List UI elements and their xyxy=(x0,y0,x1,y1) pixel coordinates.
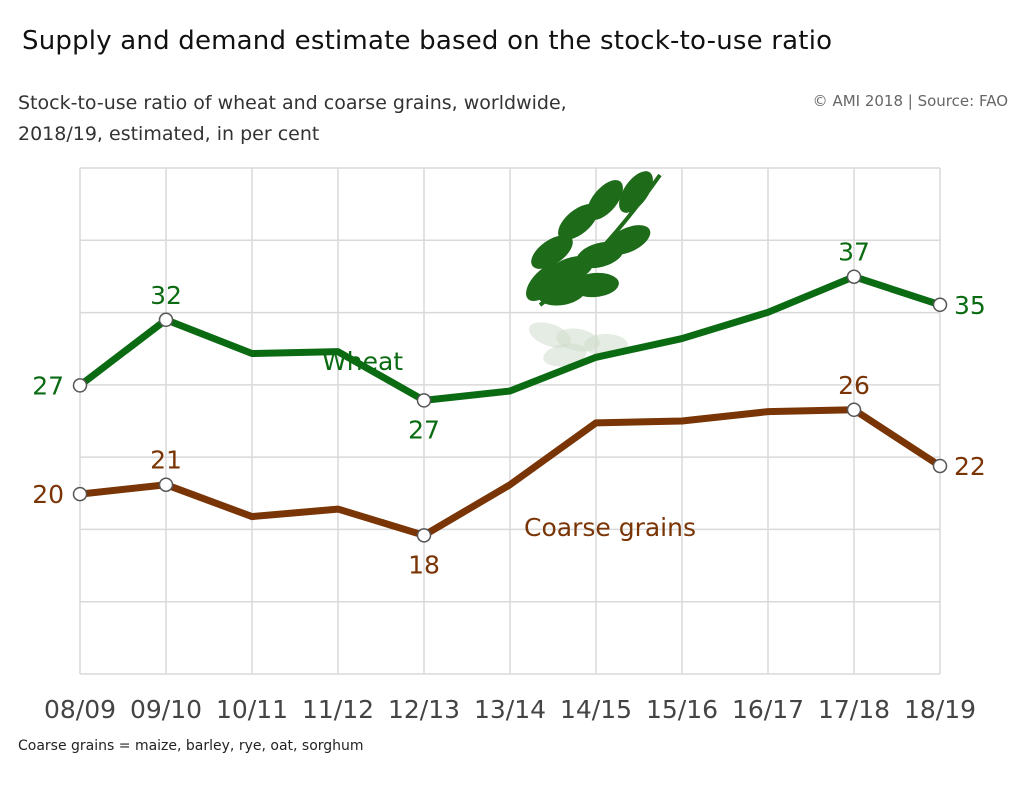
wheat-leaf xyxy=(587,180,623,220)
data-point-marker xyxy=(158,477,174,492)
x-tick-label: 13/14 xyxy=(474,695,546,724)
data-label: 20 xyxy=(32,480,64,509)
chart-series: 27 32 27 37 35 20 21 18 26 22 Wheat Coarse grains xyxy=(32,238,986,580)
series-label-coarse-grains: Coarse grains xyxy=(524,513,696,542)
wheat-stem xyxy=(538,173,662,307)
data-point-marker xyxy=(846,402,862,418)
wheat-reflection xyxy=(543,343,587,367)
data-point-marker xyxy=(158,312,174,328)
data-label: 27 xyxy=(408,415,440,444)
data-point-marker xyxy=(932,297,948,313)
chart-grid xyxy=(79,167,941,675)
footnote: Coarse grains = maize, barley, rye, oat,… xyxy=(18,738,364,754)
chart-title: Supply and demand estimate based on the … xyxy=(22,26,833,56)
x-tick-label: 16/17 xyxy=(732,695,804,724)
x-tick-label: 12/13 xyxy=(388,695,460,724)
x-tick-label: 08/09 xyxy=(44,695,116,724)
data-point-marker xyxy=(72,486,88,502)
subtitle-line-2: 2018/19, estimated, in per cent xyxy=(18,123,320,145)
x-tick-label: 15/16 xyxy=(646,695,718,724)
x-tick-label: 14/15 xyxy=(560,695,632,724)
data-point-marker xyxy=(416,393,432,408)
coarse-grains-line xyxy=(76,406,944,539)
data-label: 21 xyxy=(150,446,182,475)
data-label: 18 xyxy=(408,550,440,579)
series-label-wheat: Wheat xyxy=(322,347,403,376)
x-tick-label: 09/10 xyxy=(130,695,202,724)
data-point-marker xyxy=(846,269,862,284)
subtitle-line-1: Stock-to-use ratio of wheat and coarse g… xyxy=(18,92,567,114)
x-tick-label: 18/19 xyxy=(904,695,976,724)
x-tick-label: 11/12 xyxy=(302,695,374,724)
x-tick-label: 17/18 xyxy=(818,695,890,724)
data-label: 32 xyxy=(150,281,182,310)
data-label: 27 xyxy=(32,371,64,400)
data-point-marker xyxy=(72,378,88,393)
data-point-marker xyxy=(416,528,432,543)
data-label: 37 xyxy=(838,238,870,267)
source-note: © AMI 2018 | Source: FAO xyxy=(812,92,1008,110)
x-tick-label: 10/11 xyxy=(216,695,288,724)
chart-subtitle: Stock-to-use ratio of wheat and coarse g… xyxy=(18,88,567,150)
data-label: 22 xyxy=(954,452,986,481)
wheat-leaf xyxy=(531,235,573,269)
wheat-leaf xyxy=(571,272,619,298)
wheat-ear-icon xyxy=(526,171,662,367)
data-label: 26 xyxy=(838,371,870,400)
wheat-leaf xyxy=(619,171,653,213)
x-axis-ticks: 08/09 09/10 10/11 11/12 12/13 13/14 14/15 15/16… xyxy=(44,695,976,724)
wheat-line xyxy=(76,273,944,404)
data-label: 35 xyxy=(954,291,986,320)
data-point-marker xyxy=(932,458,948,474)
